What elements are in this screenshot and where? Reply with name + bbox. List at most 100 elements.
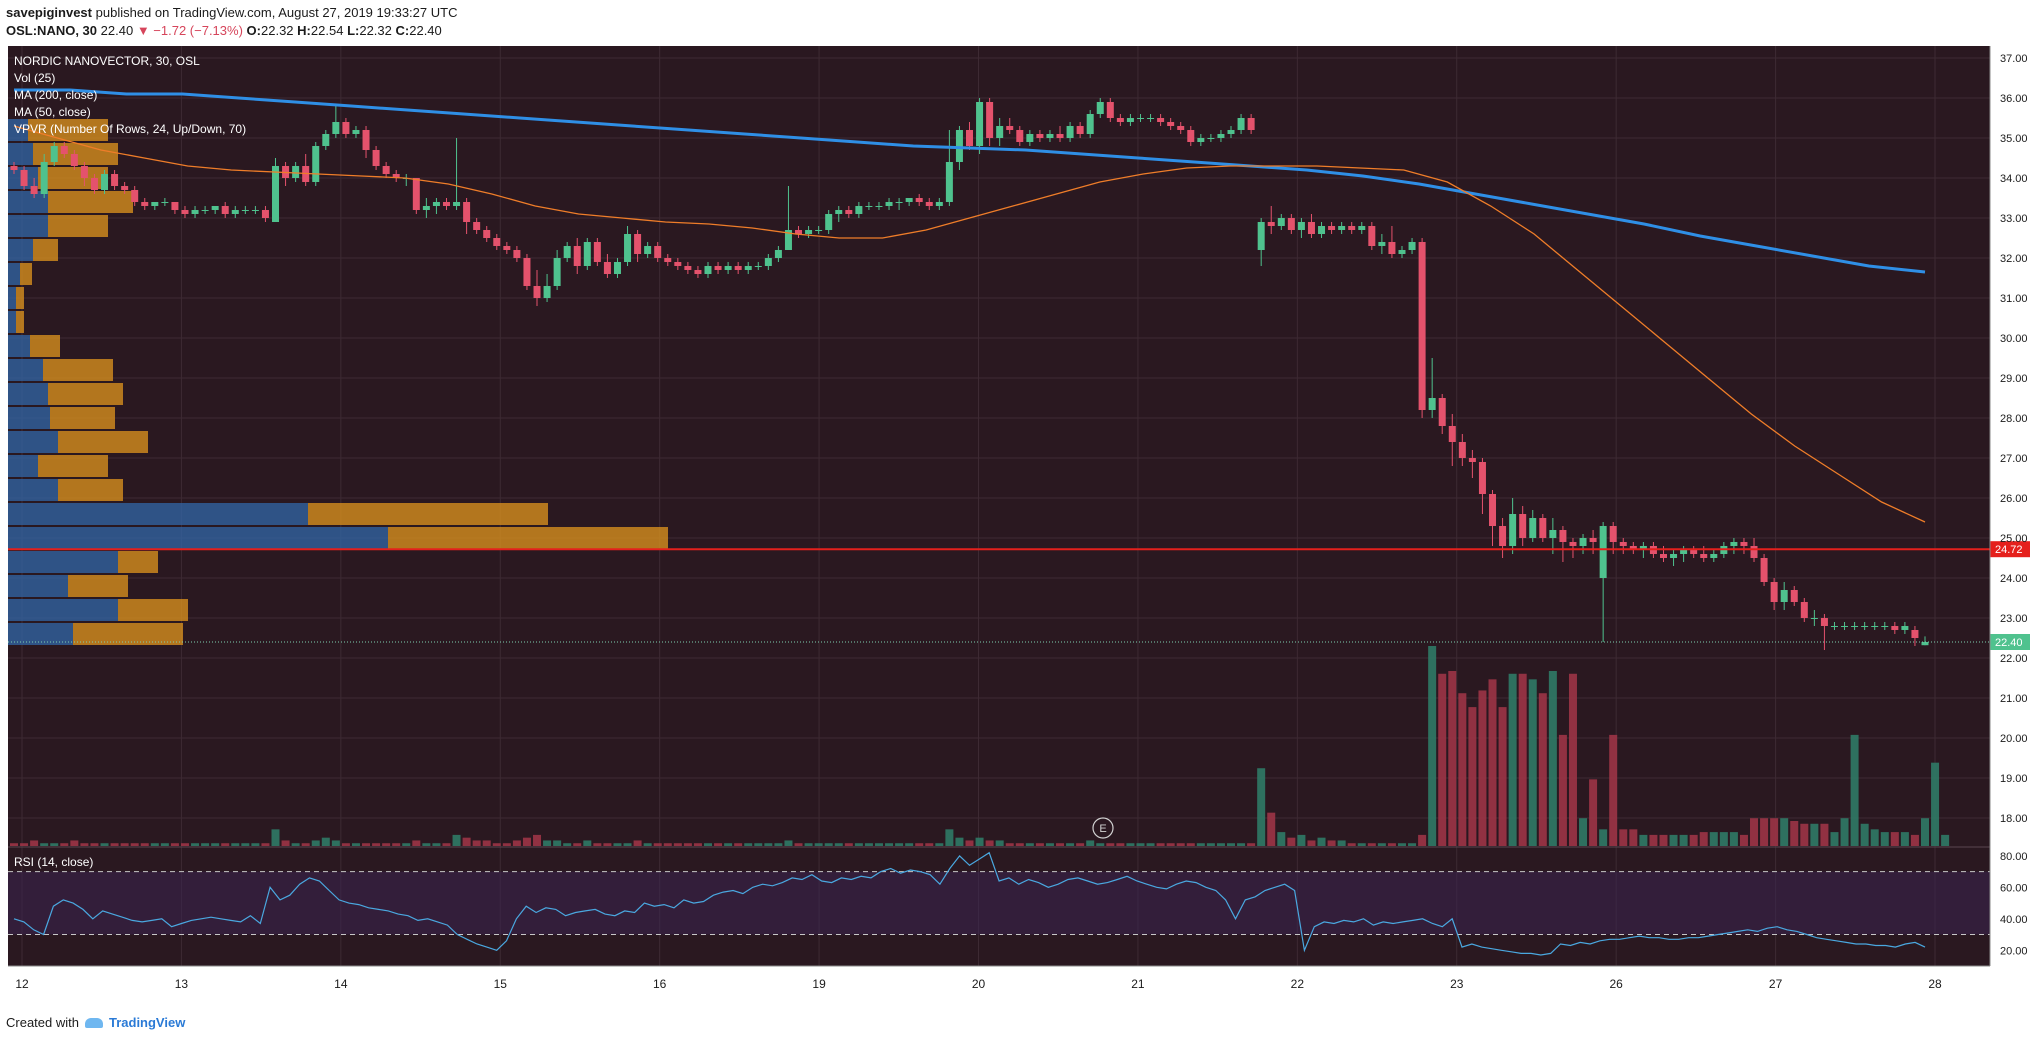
earnings-circle[interactable] <box>1092 817 1114 839</box>
candle-body <box>1509 514 1517 546</box>
volume-bar <box>462 837 471 846</box>
publish-info: savepiginvest published on TradingView.c… <box>6 4 457 44</box>
volume-bar <box>251 843 260 846</box>
volume-bar <box>844 843 853 846</box>
volume-bar <box>211 843 220 846</box>
candle-body <box>966 130 973 146</box>
volume-bar <box>543 840 552 846</box>
volume-bar <box>50 843 59 846</box>
vpvr-up-bar <box>8 527 388 549</box>
candle-body <box>1609 526 1617 542</box>
vpvr-up-bar <box>8 215 48 237</box>
candle-body <box>634 234 642 254</box>
rsi-tick-label: 80.00 <box>2000 851 2028 863</box>
volume-bar <box>1579 818 1588 846</box>
candle-body <box>493 238 501 246</box>
volume-bar <box>1659 834 1668 846</box>
legend-ma200: MA (200, close) <box>14 88 97 102</box>
candle-body <box>744 266 752 270</box>
volume-bar <box>925 843 934 846</box>
vpvr-down-bar <box>48 383 123 405</box>
tradingview-brand[interactable]: TradingView <box>108 1015 186 1030</box>
candle-body <box>1639 546 1647 550</box>
candle-body <box>1177 126 1185 130</box>
volume-bar <box>1800 823 1809 846</box>
vpvr-up-bar <box>8 119 28 141</box>
volume-bar <box>1679 834 1688 846</box>
volume-bar <box>1649 834 1658 846</box>
high-key: H: <box>297 23 311 38</box>
volume-bar <box>1609 734 1618 846</box>
candle-body <box>1066 126 1074 138</box>
volume-bar <box>331 840 340 846</box>
candle-body <box>463 202 471 222</box>
candle-body <box>815 230 823 231</box>
candle-body <box>1217 134 1225 138</box>
volume-bar <box>9 843 19 846</box>
volume-bar <box>593 843 602 846</box>
publish-line: savepiginvest published on TradingView.c… <box>6 4 457 22</box>
author-name[interactable]: savepiginvest <box>6 5 92 20</box>
candle-body <box>613 262 621 274</box>
time-tick-label: 14 <box>334 977 348 991</box>
candle-body <box>1619 542 1627 546</box>
volume-bar <box>1347 843 1356 846</box>
last-price-badge <box>1990 634 2030 650</box>
candle-body <box>1810 618 1818 619</box>
volume-bar <box>1750 818 1759 846</box>
vpvr-up-bar <box>8 335 30 357</box>
volume-bar <box>1458 693 1467 846</box>
volume-bar <box>1870 829 1879 846</box>
volume-bar <box>1478 690 1487 846</box>
volume-bar <box>201 843 210 846</box>
candle-body <box>1247 118 1255 130</box>
candle-body <box>1197 138 1205 142</box>
volume-bar <box>372 843 381 846</box>
candle-body <box>1830 626 1838 627</box>
legend-title: NORDIC NANOVECTOR, 30, OSL <box>14 54 200 68</box>
volume-bar <box>734 843 743 846</box>
earnings-marker[interactable]: E <box>1092 817 1114 839</box>
price-chart[interactable]: 24.72 22.40 37.00 36.00 35.00 34.00 33.00 32.0… <box>0 0 2041 1000</box>
vpvr-up-bar <box>8 359 43 381</box>
volume-bar <box>30 840 39 846</box>
candle-body <box>1076 126 1084 134</box>
volume-bar <box>221 843 230 846</box>
price-tick-label: 24.00 <box>2000 573 2028 585</box>
vpvr-down-bar <box>16 311 24 333</box>
horizontal-line[interactable]: 24.72 22.40 <box>8 541 2030 650</box>
candle-body <box>483 230 491 238</box>
price-tick-label: 19.00 <box>2000 773 2028 785</box>
price-tick-label: 21.00 <box>2000 693 2028 705</box>
volume-bar <box>271 829 280 846</box>
candle-body <box>231 210 239 214</box>
price-tick-label: 27.00 <box>2000 453 2028 465</box>
volume-bar <box>1267 812 1276 846</box>
candle-body <box>885 202 893 206</box>
volume-bar <box>90 843 99 846</box>
candle-body <box>1408 242 1416 250</box>
candle-body <box>734 266 742 270</box>
candle-body <box>332 122 340 134</box>
volume-bar <box>402 843 411 846</box>
volume-bar <box>1247 843 1256 846</box>
volume-bar <box>502 843 511 846</box>
volume-bar <box>301 843 310 846</box>
candle-body <box>1378 242 1386 246</box>
candle-body <box>935 202 943 206</box>
volume-bar <box>1327 840 1336 846</box>
volume-bar <box>482 840 491 846</box>
candle-body <box>1599 526 1607 578</box>
volume-bar <box>1820 823 1829 846</box>
volume-bar <box>1508 673 1517 846</box>
candle-body <box>60 146 68 154</box>
volume-bar <box>1387 843 1396 846</box>
volume-bar <box>1166 843 1175 846</box>
candle-body <box>342 122 350 134</box>
volume-bar <box>874 843 883 846</box>
ma200-line <box>14 88 1926 274</box>
candle-body <box>1549 530 1557 538</box>
candle-body <box>201 210 209 211</box>
candle-body <box>453 202 461 206</box>
candle-body <box>1167 122 1175 126</box>
